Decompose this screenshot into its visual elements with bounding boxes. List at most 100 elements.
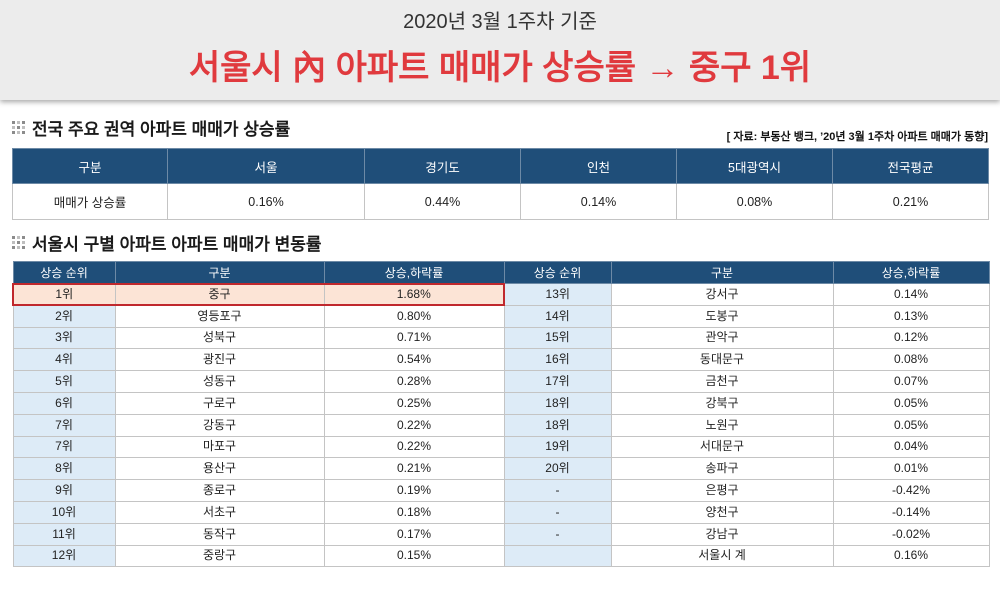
rank-cell: 9위 <box>12 479 116 502</box>
rank-cell: 18위 <box>503 413 612 437</box>
rank-cell: 7위 <box>12 413 116 437</box>
column-header: 전국평균 <box>832 148 989 184</box>
seoul-district-table: 상승 순위 구분 상승,하락률 상승 순위 구분 상승,하락률 1위 중구 1.68% 13위 강… <box>12 261 990 568</box>
district-cell: 금천구 <box>610 370 834 393</box>
table-row: 4위 광진구 0.54% 16위 동대문구 0.08% <box>12 348 990 372</box>
rate-cell: 0.05% <box>832 413 990 437</box>
rate-cell: 0.08% <box>832 348 990 372</box>
rank-cell: 3위 <box>12 326 116 350</box>
rate-cell: 0.18% <box>323 500 505 524</box>
district-cell: 강동구 <box>114 413 325 437</box>
rank-cell: 12위 <box>12 544 116 568</box>
table-row: 8위 용산구 0.21% 20위 송파구 0.01% <box>12 457 990 481</box>
district-cell: 서대문구 <box>610 435 834 459</box>
district-cell: 송파구 <box>610 457 834 481</box>
rank-cell: 4위 <box>12 348 116 372</box>
rate-cell: -0.02% <box>832 522 990 546</box>
district-cell: 관악구 <box>610 326 834 350</box>
rate-cell: 0.17% <box>323 522 505 546</box>
section-title-text: 전국 주요 권역 아파트 매매가 상승률 <box>32 119 291 139</box>
rank-cell: 14위 <box>503 304 612 328</box>
rate-cell: 0.22% <box>323 413 505 437</box>
district-cell: 동대문구 <box>610 348 834 372</box>
table-row: 11위 동작구 0.17% - 강남구 -0.02% <box>12 522 990 546</box>
district-cell: 노원구 <box>610 413 834 437</box>
rate-cell: 0.21% <box>323 457 505 481</box>
rate-cell: 0.13% <box>832 304 990 328</box>
rate-cell: 0.44% <box>364 183 521 220</box>
column-header: 상승,하락률 <box>832 261 990 284</box>
rate-cell: 0.22% <box>323 435 505 459</box>
table-header-row: 상승 순위 구분 상승,하락률 상승 순위 구분 상승,하락률 <box>12 261 990 284</box>
rank-cell: 16위 <box>503 348 612 372</box>
district-cell: 성동구 <box>114 370 325 393</box>
section-title-national: 전국 주요 권역 아파트 매매가 상승률 <box>12 116 291 139</box>
column-header: 서울 <box>167 148 365 184</box>
column-header: 구분 <box>610 261 834 284</box>
rank-cell: 1위 <box>12 282 116 307</box>
column-header: 경기도 <box>364 148 521 184</box>
rate-cell: 0.80% <box>323 304 505 328</box>
rank-cell: 19위 <box>503 435 612 459</box>
table-row: 5위 성동구 0.28% 17위 금천구 0.07% <box>12 370 990 393</box>
rate-cell: 0.21% <box>832 183 989 220</box>
grid-dots-icon <box>12 235 25 249</box>
row-label: 매매가 상승률 <box>12 183 168 220</box>
district-cell: 도봉구 <box>610 304 834 328</box>
district-cell: 강북구 <box>610 391 834 415</box>
district-cell: 서초구 <box>114 500 325 524</box>
table-row: 매매가 상승률 0.16% 0.44% 0.14% 0.08% 0.21% <box>12 183 989 220</box>
table-row: 1위 중구 1.68% 13위 강서구 0.14% <box>12 282 990 307</box>
rate-cell: 0.19% <box>323 479 505 502</box>
district-cell: 광진구 <box>114 348 325 372</box>
rate-cell: 0.05% <box>832 391 990 415</box>
district-cell: 중랑구 <box>114 544 325 568</box>
section-title-seoul: 서울시 구별 아파트 아파트 매매가 변동률 <box>12 231 322 254</box>
table-header-row: 구분 서울 경기도 인천 5대광역시 전국평균 <box>12 148 989 184</box>
table-row: 12위 중랑구 0.15% 서울시 계 0.16% <box>12 544 990 568</box>
column-header: 상승 순위 <box>12 261 116 284</box>
rank-cell: 8위 <box>12 457 116 481</box>
district-cell: 강남구 <box>610 522 834 546</box>
rate-cell: 1.68% <box>323 282 505 307</box>
header-band <box>0 0 1000 100</box>
table-row: 2위 영등포구 0.80% 14위 도봉구 0.13% <box>12 304 990 328</box>
rank-cell: 10위 <box>12 500 116 524</box>
rate-cell: 0.54% <box>323 348 505 372</box>
rate-cell: 0.01% <box>832 457 990 481</box>
column-header: 5대광역시 <box>676 148 833 184</box>
rate-cell: 0.15% <box>323 544 505 568</box>
rate-cell: 0.25% <box>323 391 505 415</box>
rate-cell: -0.14% <box>832 500 990 524</box>
rank-cell: 6위 <box>12 391 116 415</box>
page-subtitle: 2020년 3월 1주차 기준 <box>403 11 597 33</box>
column-header: 구분 <box>114 261 325 284</box>
table-row: 3위 성북구 0.71% 15위 관악구 0.12% <box>12 326 990 350</box>
district-cell: 마포구 <box>114 435 325 459</box>
rate-cell: 0.14% <box>832 283 990 306</box>
rate-cell: -0.42% <box>832 479 990 502</box>
page-title: 서울시 內 아파트 매매가 상승률 → 중구 1위 <box>188 49 812 87</box>
grid-dots-icon <box>12 120 25 134</box>
district-cell: 은평구 <box>610 479 834 502</box>
rank-cell <box>503 544 612 568</box>
column-header: 인천 <box>520 148 677 184</box>
rate-cell: 0.28% <box>323 370 505 393</box>
district-cell: 동작구 <box>114 522 325 546</box>
rate-cell: 0.16% <box>832 544 990 568</box>
district-cell: 양천구 <box>610 500 834 524</box>
district-cell: 서울시 계 <box>610 544 834 568</box>
column-header: 상승,하락률 <box>323 261 505 284</box>
district-cell: 성북구 <box>114 326 325 350</box>
district-cell: 용산구 <box>114 457 325 481</box>
section-title-text: 서울시 구별 아파트 아파트 매매가 변동률 <box>32 234 322 254</box>
source-note: [ 자료: 부동산 뱅크, ’20년 3월 1주차 아파트 매매가 동향] <box>726 131 988 143</box>
rate-cell: 0.08% <box>676 183 833 220</box>
rank-cell: 17위 <box>503 370 612 393</box>
rate-cell: 0.71% <box>323 326 505 350</box>
column-header: 구분 <box>12 148 168 184</box>
district-cell: 영등포구 <box>114 304 325 328</box>
rank-cell: - <box>503 479 612 502</box>
district-cell: 종로구 <box>114 479 325 502</box>
rank-cell: 11위 <box>12 522 116 546</box>
